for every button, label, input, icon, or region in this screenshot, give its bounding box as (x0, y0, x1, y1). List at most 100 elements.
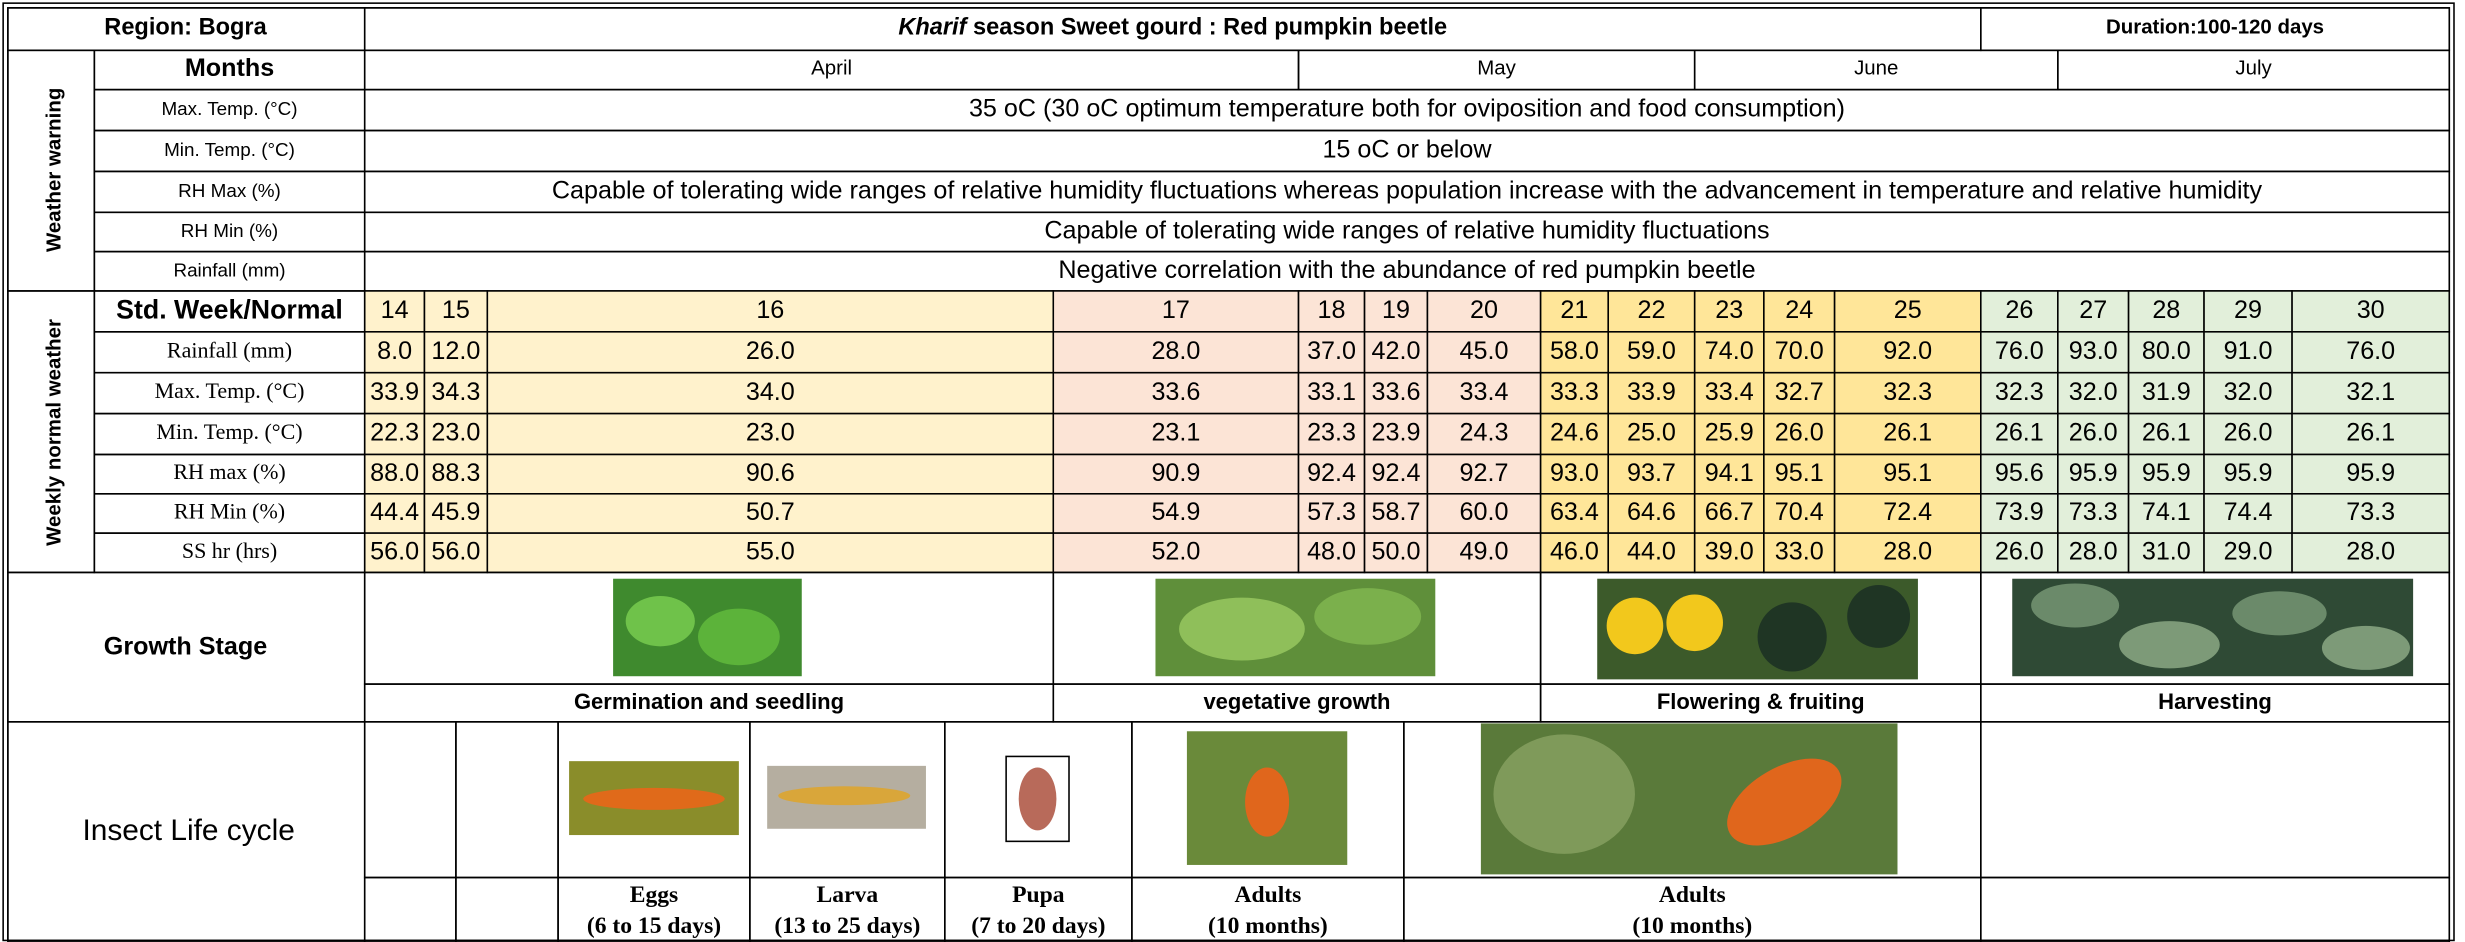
eggs (583, 788, 724, 810)
value: 33.1 (1307, 378, 1356, 406)
value: 95.9 (2346, 459, 2395, 487)
value: 28.0 (1883, 537, 1932, 565)
value: 23.9 (1372, 419, 1421, 447)
value: 45.9 (431, 498, 480, 526)
stage-name: Pupa (1012, 882, 1065, 908)
row-label: RH Min (%) (174, 499, 285, 524)
value: 26.0 (1995, 537, 2044, 565)
value: 26.1 (2142, 419, 2191, 447)
value: 26.0 (2069, 419, 2118, 447)
value: 59.0 (1627, 337, 1676, 365)
week-number: 27 (2079, 296, 2107, 324)
value: 72.4 (1883, 498, 1932, 526)
row-label: RH Max (%) (178, 180, 281, 201)
value: 95.1 (1775, 459, 1824, 487)
leaf (1314, 588, 1421, 645)
value: 88.3 (431, 459, 480, 487)
value: 52.0 (1151, 537, 1200, 565)
value: 26.0 (2224, 419, 2273, 447)
value: 74.0 (1705, 337, 1754, 365)
value: 26.1 (1883, 419, 1932, 447)
value: 28.0 (2069, 537, 2118, 565)
section-label: Weather warning (42, 88, 65, 252)
value: 26.1 (1995, 419, 2044, 447)
value: 56.0 (370, 537, 419, 565)
value: 92.7 (1460, 459, 1509, 487)
pumpkin (1758, 602, 1827, 671)
value: 95.9 (2069, 459, 2118, 487)
row-label: RH Min (%) (181, 220, 278, 241)
value: 63.4 (1550, 498, 1599, 526)
value: 90.9 (1151, 459, 1200, 487)
stage-name: Larva (817, 882, 879, 908)
value: 66.7 (1705, 498, 1754, 526)
growth-stage: Harvesting (2158, 689, 2272, 714)
value: 44.0 (1627, 537, 1676, 565)
value: 28.0 (1151, 337, 1200, 365)
value: 95.9 (2142, 459, 2191, 487)
value: 31.0 (2142, 537, 2191, 565)
value: 32.7 (1775, 378, 1824, 406)
month: May (1477, 57, 1516, 80)
value: 31.9 (2142, 378, 2191, 406)
week-number: 18 (1318, 296, 1346, 324)
value: 25.0 (1627, 419, 1676, 447)
insect-label: Insect Life cycle (82, 814, 294, 847)
value: 22.3 (370, 419, 419, 447)
value: 25.9 (1705, 419, 1754, 447)
pupa (1019, 767, 1057, 830)
pumpkin (2322, 626, 2410, 670)
value: 23.1 (1151, 419, 1200, 447)
week-label: Std. Week/Normal (116, 294, 343, 324)
value: 26.1 (2346, 419, 2395, 447)
value: 28.0 (2346, 537, 2395, 565)
value: 70.4 (1775, 498, 1824, 526)
pumpkin (2232, 591, 2326, 635)
week-number: 19 (1382, 296, 1410, 324)
row-label: Min. Temp. (°C) (156, 419, 302, 444)
title-italic: Kharif (898, 14, 968, 40)
stage-name: Adults (1659, 882, 1726, 908)
stage-duration: (10 months) (1208, 913, 1328, 939)
value: 24.3 (1460, 419, 1509, 447)
value: 76.0 (1995, 337, 2044, 365)
beetle (1245, 767, 1289, 836)
value: 33.9 (370, 378, 419, 406)
value: 34.3 (431, 378, 480, 406)
value: 33.0 (1775, 537, 1824, 565)
warning-text: 35 oC (30 oC optimum temperature both fo… (969, 95, 1845, 123)
row-label: RH max (%) (173, 459, 285, 484)
row-label: Max. Temp. (°C) (155, 378, 305, 403)
months-label: Months (185, 54, 274, 82)
warning-text: Capable of tolerating wide ranges of rel… (552, 176, 2263, 204)
value: 50.7 (746, 498, 795, 526)
value: 33.6 (1372, 378, 1421, 406)
week-number: 17 (1162, 296, 1190, 324)
value: 32.0 (2069, 378, 2118, 406)
week-number: 29 (2234, 296, 2262, 324)
value: 33.4 (1460, 378, 1509, 406)
month: June (1854, 57, 1898, 80)
value: 95.1 (1883, 459, 1932, 487)
row-label: SS hr (hrs) (182, 538, 277, 563)
value: 45.0 (1460, 337, 1509, 365)
row-label: Max. Temp. (°C) (161, 98, 297, 119)
value: 93.0 (2069, 337, 2118, 365)
week-number: 25 (1894, 296, 1922, 324)
sheet: Region: BograKharif season Sweet gourd :… (0, 0, 2465, 942)
pumpkin (2119, 621, 2220, 668)
week-number: 24 (1785, 296, 1813, 324)
warning-text: Capable of tolerating wide ranges of rel… (1044, 217, 1769, 245)
warning-text: 15 oC or below (1322, 136, 1492, 164)
value: 12.0 (431, 337, 480, 365)
value: 91.0 (2224, 337, 2273, 365)
value: 48.0 (1307, 537, 1356, 565)
flower (1666, 594, 1723, 651)
week-number: 30 (2357, 296, 2385, 324)
value: 74.1 (2142, 498, 2191, 526)
value: 64.6 (1627, 498, 1676, 526)
value: 39.0 (1705, 537, 1754, 565)
value: 58.7 (1372, 498, 1421, 526)
leaf (626, 596, 695, 646)
pumpkin (2031, 583, 2119, 627)
